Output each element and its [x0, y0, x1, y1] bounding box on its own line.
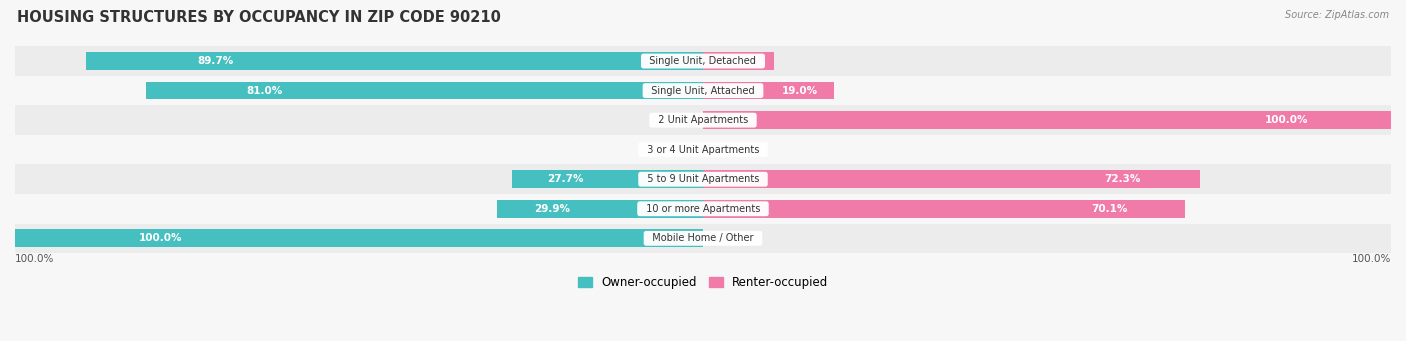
Bar [146, 82, 703, 100]
Text: 89.7%: 89.7% [197, 56, 233, 66]
Bar [15, 76, 1391, 105]
Text: Mobile Home / Other: Mobile Home / Other [647, 233, 759, 243]
Text: 72.3%: 72.3% [1104, 174, 1140, 184]
Text: 10.3%: 10.3% [730, 56, 765, 66]
Text: 3 or 4 Unit Apartments: 3 or 4 Unit Apartments [641, 145, 765, 155]
Text: 27.7%: 27.7% [547, 174, 583, 184]
Bar [703, 111, 1391, 129]
Text: 29.9%: 29.9% [534, 204, 571, 214]
Text: Source: ZipAtlas.com: Source: ZipAtlas.com [1285, 10, 1389, 20]
Bar [498, 200, 703, 218]
Text: 10 or more Apartments: 10 or more Apartments [640, 204, 766, 214]
Text: 100.0%: 100.0% [1351, 254, 1391, 264]
Bar [703, 82, 834, 100]
Bar [15, 194, 1391, 224]
Text: 0.0%: 0.0% [710, 145, 737, 155]
Text: Single Unit, Attached: Single Unit, Attached [645, 86, 761, 95]
Text: 19.0%: 19.0% [782, 86, 818, 95]
Bar [15, 229, 703, 247]
Text: 70.1%: 70.1% [1091, 204, 1128, 214]
Text: 100.0%: 100.0% [139, 233, 183, 243]
Bar [15, 224, 1391, 253]
Legend: Owner-occupied, Renter-occupied: Owner-occupied, Renter-occupied [572, 271, 834, 294]
Text: 2 Unit Apartments: 2 Unit Apartments [652, 115, 754, 125]
Text: 0.0%: 0.0% [710, 233, 737, 243]
Bar [15, 164, 1391, 194]
Text: 81.0%: 81.0% [246, 86, 283, 95]
Bar [512, 170, 703, 188]
Text: 0.0%: 0.0% [669, 145, 696, 155]
Bar [15, 46, 1391, 76]
Text: 100.0%: 100.0% [15, 254, 55, 264]
Text: HOUSING STRUCTURES BY OCCUPANCY IN ZIP CODE 90210: HOUSING STRUCTURES BY OCCUPANCY IN ZIP C… [17, 10, 501, 25]
Bar [703, 52, 773, 70]
Text: 100.0%: 100.0% [1265, 115, 1309, 125]
Bar [15, 135, 1391, 164]
Bar [703, 170, 1201, 188]
Text: 5 to 9 Unit Apartments: 5 to 9 Unit Apartments [641, 174, 765, 184]
Bar [703, 200, 1185, 218]
Bar [86, 52, 703, 70]
Text: 0.0%: 0.0% [669, 115, 696, 125]
Bar [15, 105, 1391, 135]
Text: Single Unit, Detached: Single Unit, Detached [644, 56, 762, 66]
